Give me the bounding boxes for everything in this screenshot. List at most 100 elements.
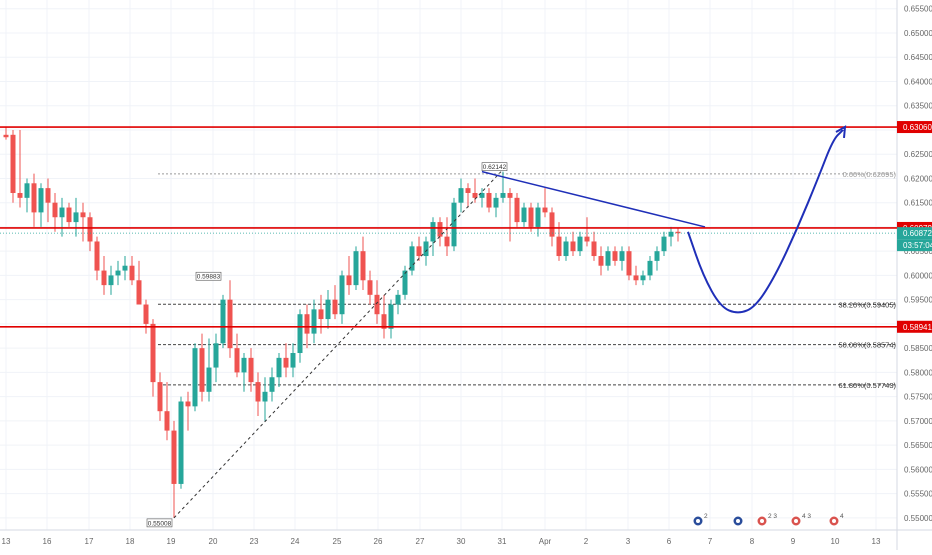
candle-body bbox=[514, 197, 520, 223]
price-tag-label: 03:57:04 bbox=[903, 241, 932, 250]
candles bbox=[3, 127, 681, 518]
candle-body bbox=[486, 192, 492, 208]
candle-body bbox=[633, 275, 639, 281]
price-tick-label: 0.56500 bbox=[904, 441, 932, 450]
price-tick-label: 0.65000 bbox=[904, 29, 932, 38]
candle-body bbox=[472, 192, 478, 198]
time-tick-label: 26 bbox=[374, 537, 383, 546]
candle-body bbox=[675, 231, 681, 234]
time-tick-label: 20 bbox=[209, 537, 218, 546]
time-tick-label: 7 bbox=[708, 537, 713, 546]
candle-body bbox=[220, 299, 226, 344]
price-tick-label: 0.65500 bbox=[904, 5, 932, 14]
point-label: 0.62142 bbox=[483, 164, 507, 171]
candle-body bbox=[591, 241, 597, 257]
price-tick-label: 0.64000 bbox=[904, 77, 932, 86]
candle-body bbox=[395, 294, 401, 305]
us-flag-icon: 2 3 bbox=[756, 513, 777, 527]
candle-body bbox=[108, 275, 114, 286]
candle-body bbox=[542, 207, 548, 213]
candle-body bbox=[150, 323, 156, 383]
time-tick-label: 13 bbox=[2, 537, 11, 546]
candle-body bbox=[479, 192, 485, 198]
price-tag-label: 0.58941 bbox=[903, 323, 932, 332]
candle-body bbox=[304, 314, 310, 334]
price-tick-label: 0.61500 bbox=[904, 199, 932, 208]
candle-body bbox=[213, 343, 219, 368]
price-tick-label: 0.58500 bbox=[904, 344, 932, 353]
candle-body bbox=[192, 348, 198, 407]
arrow-head-icon bbox=[835, 125, 847, 139]
candle-body bbox=[430, 222, 436, 242]
candle-body bbox=[143, 304, 149, 324]
candle-body bbox=[654, 251, 660, 261]
candle-body bbox=[346, 275, 352, 286]
candle-body bbox=[227, 299, 233, 349]
point-label-box bbox=[146, 518, 173, 528]
price-tag bbox=[897, 320, 932, 333]
event-count-label: 2 3 bbox=[768, 513, 777, 520]
candle-body bbox=[521, 207, 527, 223]
price-tick-label: 0.57500 bbox=[904, 393, 932, 402]
time-tick-label: 27 bbox=[416, 537, 425, 546]
point-label-box bbox=[195, 271, 222, 281]
price-tag bbox=[897, 227, 932, 240]
candle-body bbox=[570, 241, 576, 252]
candle-body bbox=[80, 212, 86, 218]
event-flag-dot bbox=[794, 519, 798, 523]
fib-levels: 0.00%(0.62095) 38.20%(0.59405) 50.00%(0.58… bbox=[158, 170, 896, 390]
price-tick-label: 0.64500 bbox=[904, 53, 932, 62]
candle-body bbox=[283, 357, 289, 368]
time-tick-label: 31 bbox=[498, 537, 507, 546]
candle-body bbox=[437, 222, 443, 237]
candle-body bbox=[577, 236, 583, 252]
candle-body bbox=[185, 401, 191, 407]
time-tick-label: 9 bbox=[791, 537, 796, 546]
au-flag-icon bbox=[732, 515, 744, 527]
fib-level-label: 61.80%(0.57743) bbox=[838, 381, 896, 390]
candle-body bbox=[563, 241, 569, 257]
candle-body bbox=[374, 294, 380, 315]
event-count-label: 4 bbox=[840, 513, 844, 520]
time-tick-label: 2 bbox=[584, 537, 589, 546]
candle-body bbox=[465, 188, 471, 193]
time-tick-label: 6 bbox=[667, 537, 672, 546]
candle-body bbox=[206, 367, 212, 392]
candle-body bbox=[640, 275, 646, 281]
candle-body bbox=[416, 246, 422, 257]
candle-body bbox=[444, 236, 450, 247]
point-label-box bbox=[481, 162, 508, 171]
event-flag-dot bbox=[760, 519, 764, 523]
time-tick-label: 23 bbox=[250, 537, 259, 546]
event-count-label: 2 bbox=[704, 513, 708, 520]
candle-body bbox=[94, 241, 100, 271]
candle-body bbox=[619, 251, 625, 261]
price-tick-label: 0.56000 bbox=[904, 465, 932, 474]
candle-body bbox=[381, 314, 387, 329]
price-tick-label: 0.55500 bbox=[904, 490, 932, 499]
candle-body bbox=[549, 212, 555, 237]
candle-body bbox=[353, 251, 359, 286]
time-tick-label: 24 bbox=[291, 537, 300, 546]
fib-level-label: 50.00%(0.58574) bbox=[838, 341, 896, 350]
candle-body bbox=[290, 353, 296, 368]
time-tick-label: 3 bbox=[626, 537, 631, 546]
time-tick-label: 8 bbox=[750, 537, 755, 546]
candle-body bbox=[367, 280, 373, 295]
event-flag-dot bbox=[736, 519, 740, 523]
candle-body bbox=[598, 256, 604, 266]
price-tick-label: 0.62000 bbox=[904, 174, 932, 183]
candle-body bbox=[535, 207, 541, 227]
blue-trendline bbox=[481, 170, 706, 228]
candle-body bbox=[661, 236, 667, 252]
candle-body bbox=[87, 217, 93, 242]
candle-body bbox=[52, 202, 58, 218]
price-tag-label: 0.63060 bbox=[903, 123, 932, 132]
candle-body bbox=[423, 241, 429, 257]
candle-body bbox=[458, 188, 464, 203]
candle-body bbox=[360, 251, 366, 281]
candle-body bbox=[668, 231, 674, 237]
candle-body bbox=[647, 260, 653, 276]
